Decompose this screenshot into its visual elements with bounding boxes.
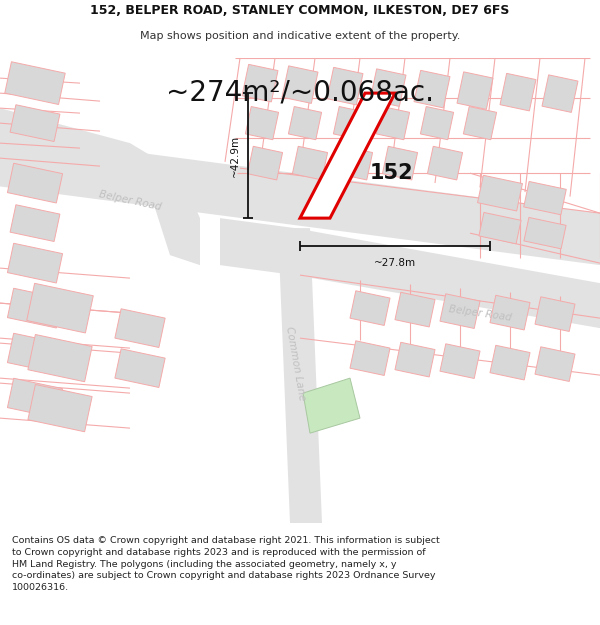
Polygon shape — [303, 378, 360, 433]
Bar — [115, 309, 165, 348]
Bar — [7, 163, 62, 203]
Bar — [395, 292, 435, 327]
Bar — [10, 105, 60, 141]
Polygon shape — [0, 108, 200, 265]
Bar — [440, 294, 480, 329]
Polygon shape — [295, 228, 600, 328]
Text: Map shows position and indicative extent of the property.: Map shows position and indicative extent… — [140, 31, 460, 41]
Bar — [337, 146, 373, 180]
Bar — [382, 146, 418, 180]
Bar — [27, 283, 93, 333]
Bar — [500, 73, 536, 111]
Bar — [535, 347, 575, 381]
Text: 152: 152 — [370, 163, 413, 183]
Bar — [463, 106, 497, 140]
Bar — [478, 175, 523, 211]
Bar — [7, 378, 62, 418]
Bar — [524, 181, 566, 215]
Bar — [542, 75, 578, 112]
Bar — [414, 71, 450, 108]
Text: ~42.9m: ~42.9m — [230, 134, 240, 177]
Bar — [421, 106, 454, 140]
Bar — [490, 295, 530, 330]
Bar — [440, 344, 480, 379]
Polygon shape — [0, 133, 600, 265]
Bar — [427, 146, 463, 180]
Text: 152, BELPER ROAD, STANLEY COMMON, ILKESTON, DE7 6FS: 152, BELPER ROAD, STANLEY COMMON, ILKEST… — [91, 4, 509, 18]
Bar — [350, 291, 390, 326]
Polygon shape — [300, 93, 395, 218]
Bar — [292, 146, 328, 180]
Polygon shape — [220, 218, 295, 275]
Bar — [247, 146, 283, 180]
Bar — [524, 217, 566, 249]
Bar — [7, 333, 62, 373]
Bar — [376, 106, 410, 140]
Text: ~27.8m: ~27.8m — [374, 258, 416, 268]
Bar — [282, 66, 318, 103]
Text: Belper Road: Belper Road — [448, 304, 512, 322]
Bar — [5, 62, 65, 104]
Bar — [28, 384, 92, 432]
Bar — [490, 345, 530, 380]
Bar — [334, 106, 367, 140]
Text: ~274m²/~0.068ac.: ~274m²/~0.068ac. — [166, 78, 434, 106]
Bar — [350, 341, 390, 376]
Bar — [28, 334, 92, 382]
Bar — [7, 288, 62, 328]
Bar — [370, 69, 406, 106]
Text: Contains OS data © Crown copyright and database right 2021. This information is : Contains OS data © Crown copyright and d… — [12, 536, 440, 592]
Text: Belper Road: Belper Road — [98, 189, 162, 213]
Bar — [457, 72, 493, 109]
Bar — [7, 243, 62, 283]
Bar — [245, 106, 278, 140]
Text: Common Lane: Common Lane — [284, 325, 307, 401]
Bar — [242, 64, 278, 102]
Bar — [479, 213, 521, 244]
Polygon shape — [278, 228, 322, 523]
Bar — [535, 297, 575, 331]
Bar — [395, 342, 435, 377]
Bar — [10, 205, 60, 241]
Bar — [289, 106, 322, 140]
Bar — [115, 349, 165, 388]
Bar — [327, 68, 363, 105]
